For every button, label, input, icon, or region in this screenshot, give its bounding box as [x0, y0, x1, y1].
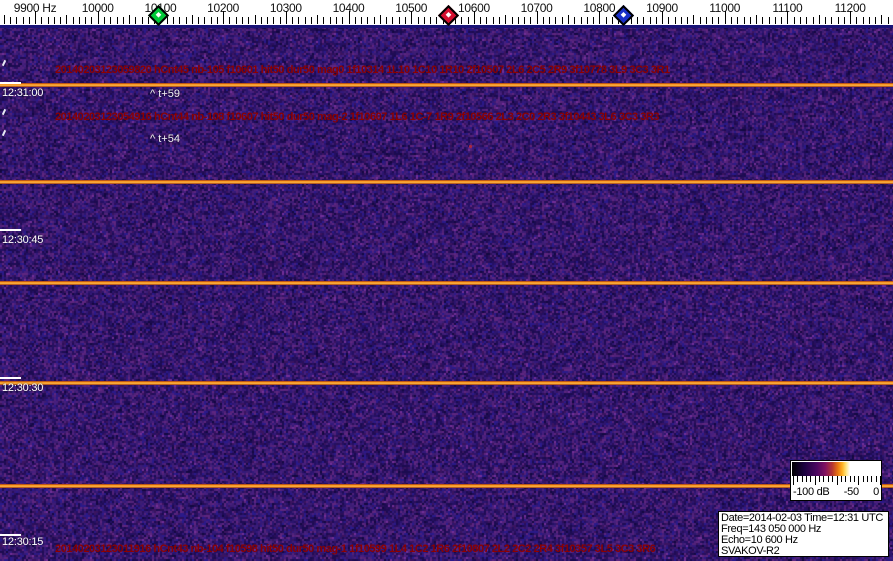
time-tick: [0, 229, 21, 231]
sweep-line: [0, 281, 893, 285]
station-info-box: Date=2014-02-03 Time=12:31 UTC Freq=143 …: [718, 511, 889, 557]
waterfall-top-edge: [0, 25, 893, 28]
time-label: 12:31:00: [2, 87, 43, 99]
event-marker: ^ t+59: [150, 88, 180, 100]
time-label: 12:30:30: [2, 382, 43, 394]
sweep-line: [0, 484, 893, 488]
event-marker: ^ t+54: [150, 133, 180, 145]
db-gradient-bar: [792, 462, 880, 476]
db-scale-mid-label: -50: [844, 486, 859, 499]
frequency-axis: 9900 Hz100001010010200103001040010500106…: [0, 0, 893, 25]
db-scale-legend: -100 dB -50 0: [790, 460, 882, 501]
detection-log-line: 20140203123059820 hCnt45 nb-105 f10601 h…: [55, 64, 670, 76]
spectrogram-waterfall[interactable]: 20140203123059820 hCnt45 nb-105 f10601 h…: [0, 25, 893, 561]
sweep-line: [0, 83, 893, 87]
detection-log-line: 20140203123011916 hCnt43 nb-104 f10598 h…: [55, 543, 655, 555]
time-label: 12:30:45: [2, 234, 43, 246]
time-tick: [0, 377, 21, 379]
sweep-line: [0, 381, 893, 385]
meteor-spectrogram-app: 9900 Hz100001010010200103001040010500106…: [0, 0, 893, 561]
db-scale-ruler: [792, 476, 880, 486]
noise-background: [0, 25, 893, 561]
time-label: 12:30:15: [2, 536, 43, 548]
sweep-line: [0, 180, 893, 184]
db-scale-min-label: -100 dB: [793, 486, 829, 499]
echo-speck: [469, 145, 472, 148]
db-scale-max-label: 0: [873, 486, 879, 499]
time-tick: [0, 82, 21, 84]
detection-log-line: 20140203123054916 hCnt44 nb-108 f10607 h…: [55, 111, 659, 123]
info-station: SVAKOV-R2: [721, 546, 886, 557]
